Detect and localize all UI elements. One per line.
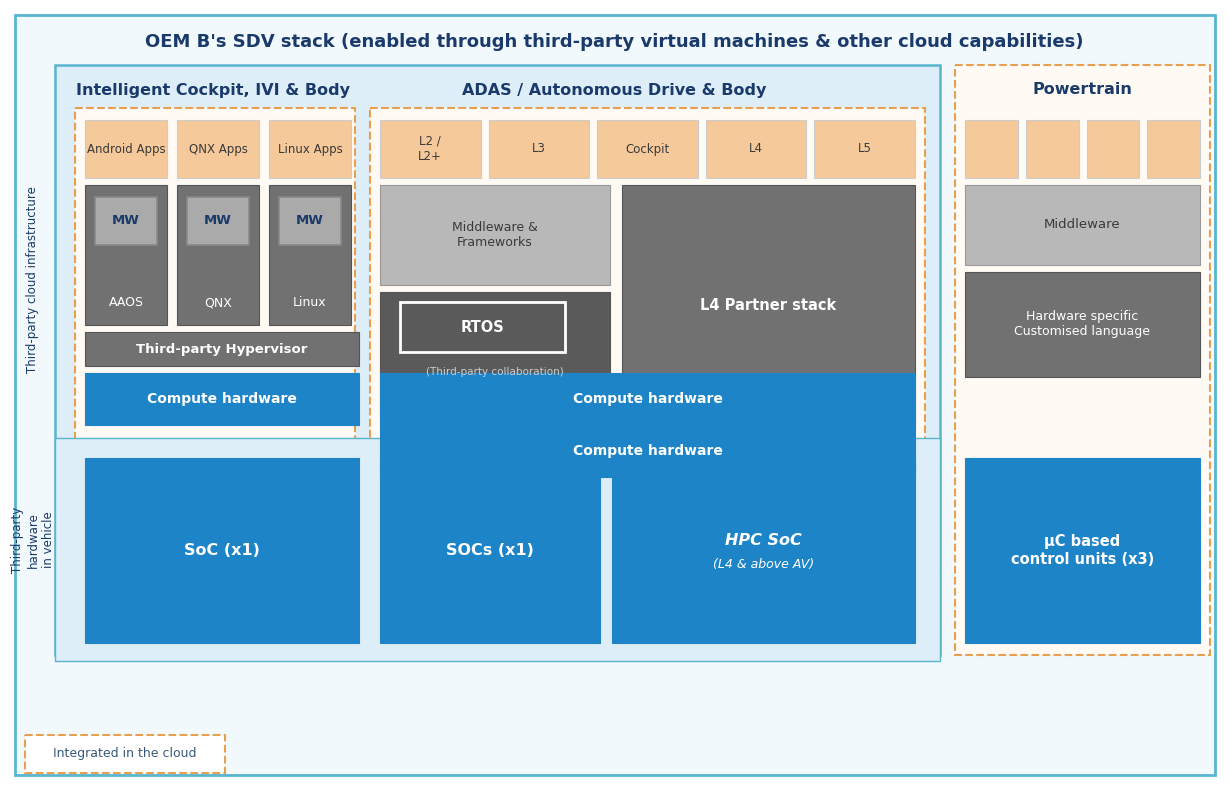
Text: (L4 & above AV): (L4 & above AV) [713,558,814,571]
Bar [269,185,351,325]
Text: Linux Apps: Linux Apps [278,143,343,156]
Bar [1086,120,1139,178]
Bar [380,120,481,178]
Bar [489,120,589,178]
Bar [705,120,806,178]
Bar [75,108,355,568]
Text: Hardware specific
Customised language: Hardware specific Customised language [1014,310,1150,338]
Bar [187,197,249,245]
Text: Compute hardware: Compute hardware [573,444,723,458]
Bar [85,373,359,425]
Bar [177,185,259,325]
Text: MW: MW [204,214,232,228]
Bar [370,108,925,568]
Bar [622,185,916,425]
Bar [965,272,1200,377]
Text: Android Apps: Android Apps [87,143,166,156]
Text: Intelligent Cockpit, IVI & Body: Intelligent Cockpit, IVI & Body [76,83,350,98]
Text: µC based
control units (x3): µC based control units (x3) [1011,534,1154,567]
Bar [380,185,610,285]
Text: L2 /
L2+: L2 / L2+ [418,135,442,163]
Text: L4: L4 [750,143,763,156]
Text: Middleware: Middleware [1045,218,1121,232]
Bar [95,197,157,245]
Text: Middleware &
Frameworks: Middleware & Frameworks [452,221,538,249]
Text: Linux: Linux [294,297,327,310]
Bar [380,458,600,643]
Bar [955,65,1211,655]
Text: MW: MW [296,214,324,228]
Bar [269,120,351,178]
Text: L3: L3 [532,143,546,156]
Bar [85,185,167,325]
Bar [380,425,916,477]
Text: Compute hardware: Compute hardware [573,392,723,406]
Bar [177,120,259,178]
Bar [85,120,167,178]
Bar [25,735,225,773]
Bar [85,332,359,366]
Bar [965,458,1200,643]
Text: HPC SoC: HPC SoC [725,533,801,548]
Text: OEM B's SDV stack (enabled through third-party virtual machines & other cloud ca: OEM B's SDV stack (enabled through third… [145,33,1083,51]
Text: RTOS: RTOS [460,319,504,334]
Bar [380,292,610,417]
Text: Third-party cloud infrastructure: Third-party cloud infrastructure [27,187,39,374]
Text: Powertrain: Powertrain [1032,83,1132,98]
Text: MW: MW [112,214,140,228]
Bar [965,185,1200,265]
Text: QNX: QNX [204,297,232,310]
Bar [1026,120,1079,178]
Text: QNX Apps: QNX Apps [188,143,247,156]
Text: Third-party
hardware
in vehicle: Third-party hardware in vehicle [11,507,54,573]
Text: Cockpit: Cockpit [626,143,670,156]
Bar [399,302,565,352]
Text: L5: L5 [858,143,871,156]
Text: Third-party Hypervisor: Third-party Hypervisor [136,342,307,355]
Text: (Third-party collaboration): (Third-party collaboration) [426,367,564,377]
Bar [815,120,916,178]
Text: Integrated in the cloud: Integrated in the cloud [53,747,197,760]
Bar [597,120,698,178]
Bar [279,197,340,245]
Bar [612,458,916,643]
Text: Compute hardware: Compute hardware [147,392,297,406]
Text: SoC (x1): SoC (x1) [184,543,261,558]
Bar [55,438,940,661]
Bar [965,120,1018,178]
Bar [85,458,359,643]
Bar [380,373,916,425]
Text: L4 Partner stack: L4 Partner stack [701,298,837,313]
Bar [55,65,940,655]
Text: ADAS / Autonomous Drive & Body: ADAS / Autonomous Drive & Body [462,83,766,98]
Bar [1147,120,1200,178]
Text: AAOS: AAOS [108,297,144,310]
Text: SOCs (x1): SOCs (x1) [446,543,533,558]
